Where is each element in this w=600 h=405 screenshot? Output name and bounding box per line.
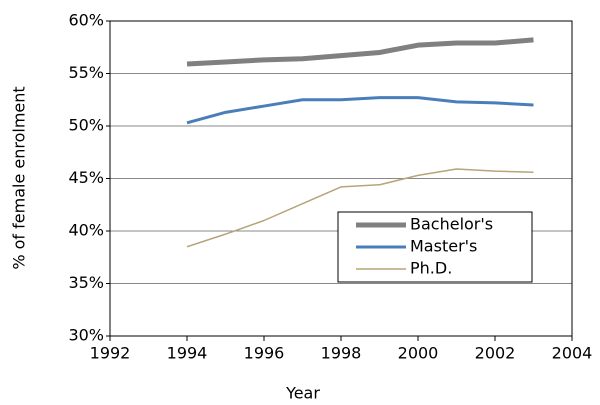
y-axis-label: % of female enrolment: [10, 86, 29, 269]
x-tick-label: 1998: [321, 344, 362, 363]
y-tick-label: 30%: [68, 326, 104, 345]
y-tick-label: 45%: [68, 168, 104, 187]
series-line: [186, 96, 534, 125]
series-line: [186, 37, 534, 67]
x-tick-label: 1996: [244, 344, 285, 363]
plot-frame: [109, 20, 573, 337]
x-tick-label: 2000: [398, 344, 439, 363]
series-line: [186, 168, 534, 248]
x-tick-label: 1994: [167, 344, 208, 363]
legend-label: Ph.D.: [410, 259, 452, 278]
y-tick-label: 55%: [68, 63, 104, 82]
y-tick-label: 35%: [68, 273, 104, 292]
legend-label: Master's: [410, 237, 477, 256]
x-axis-label: Year: [285, 384, 320, 403]
x-tick-label: 2002: [475, 344, 516, 363]
x-tick-label: 2004: [552, 344, 593, 363]
y-tick-label: 40%: [68, 221, 104, 240]
x-tick-label: 1992: [90, 344, 131, 363]
y-tick-label: 50%: [68, 116, 104, 135]
y-tick-label: 60%: [68, 11, 104, 30]
legend-label: Bachelor's: [410, 215, 493, 234]
